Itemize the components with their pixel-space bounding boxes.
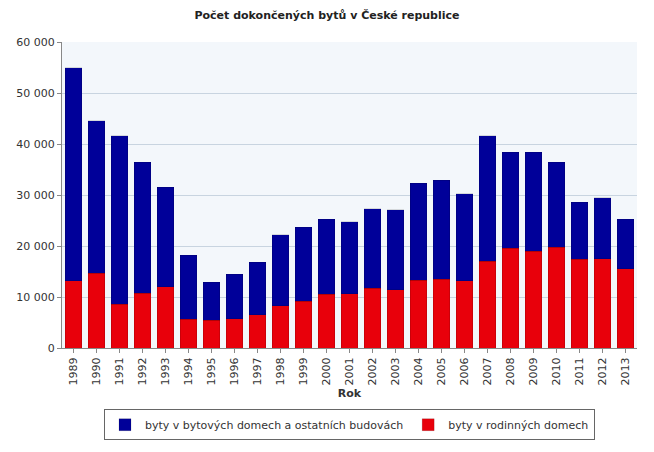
svg-text:2004: 2004	[412, 357, 425, 385]
svg-text:10 000: 10 000	[16, 291, 55, 304]
svg-text:1994: 1994	[182, 357, 195, 385]
svg-text:2012: 2012	[596, 357, 609, 385]
svg-text:1989: 1989	[67, 357, 80, 385]
svg-text:2007: 2007	[481, 357, 494, 385]
svg-text:0: 0	[48, 342, 55, 355]
svg-text:2005: 2005	[435, 357, 448, 385]
svg-text:2003: 2003	[389, 357, 402, 385]
svg-text:60 000: 60 000	[16, 36, 55, 49]
svg-text:1991: 1991	[113, 357, 126, 385]
svg-text:1990: 1990	[90, 357, 103, 385]
svg-text:2013: 2013	[619, 357, 632, 385]
svg-text:1996: 1996	[228, 357, 241, 385]
svg-text:50 000: 50 000	[16, 87, 55, 100]
svg-text:2011: 2011	[573, 357, 586, 385]
svg-text:2001: 2001	[343, 357, 356, 385]
svg-text:2002: 2002	[366, 357, 379, 385]
svg-text:1999: 1999	[297, 357, 310, 385]
svg-text:1992: 1992	[136, 357, 149, 385]
svg-text:2010: 2010	[550, 357, 563, 385]
svg-text:20 000: 20 000	[16, 240, 55, 253]
svg-text:30 000: 30 000	[16, 189, 55, 202]
svg-text:1998: 1998	[274, 357, 287, 385]
svg-text:2000: 2000	[320, 357, 333, 385]
svg-text:Rok: Rok	[338, 387, 362, 400]
svg-text:byty v rodinných domech: byty v rodinných domech	[448, 419, 588, 432]
svg-text:2008: 2008	[504, 357, 517, 385]
svg-text:40 000: 40 000	[16, 138, 55, 151]
svg-text:1993: 1993	[159, 357, 172, 385]
svg-text:byty v bytových domech a ostat: byty v bytových domech a ostatních budov…	[145, 419, 403, 432]
svg-text:1997: 1997	[251, 357, 264, 385]
svg-text:2006: 2006	[458, 357, 471, 385]
svg-text:1995: 1995	[205, 357, 218, 385]
svg-text:Počet dokončených bytů v České: Počet dokončených bytů v České republice	[194, 9, 459, 22]
svg-text:2009: 2009	[527, 357, 540, 385]
